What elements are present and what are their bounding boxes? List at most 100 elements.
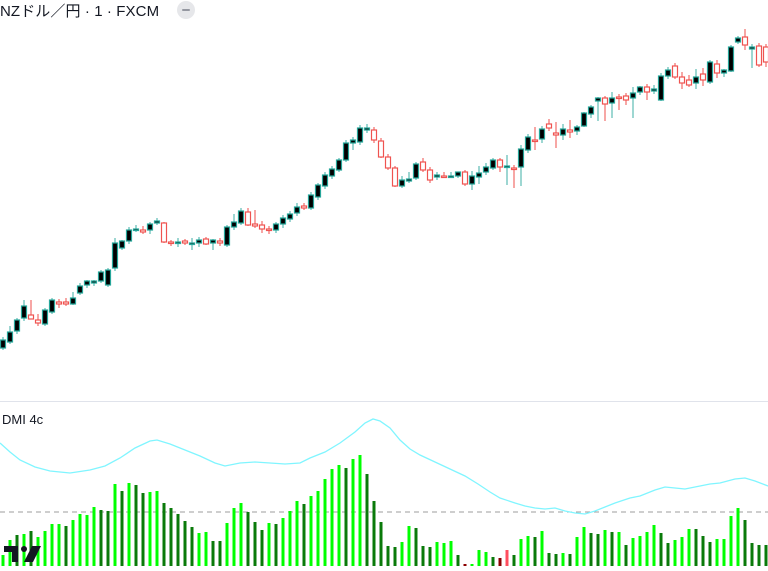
candle [55,299,63,308]
candle [622,93,630,105]
candle [223,225,231,247]
candle [475,166,483,184]
candle [363,124,371,133]
minus-circle-icon[interactable] [177,1,196,19]
candle [195,237,203,247]
candle [734,36,742,44]
candle [69,292,77,305]
candle [0,337,7,350]
candle [111,238,119,271]
candle [426,167,434,183]
candle [468,171,476,190]
candle [335,158,343,172]
candle [153,218,161,225]
candle [552,122,560,148]
candle [230,214,238,230]
candle [503,155,511,185]
candle [594,97,602,121]
candle [139,226,147,234]
candle [643,84,651,100]
candle [321,172,329,189]
candle [531,127,539,150]
candle [356,125,364,145]
candle [76,283,84,295]
candle [300,203,308,210]
candle [664,67,672,79]
candle [62,298,70,306]
pane-separator[interactable] [0,401,768,402]
candle [167,240,175,246]
indicator-pane[interactable] [0,402,768,571]
candle [34,314,42,326]
candle [461,170,469,186]
candle [692,69,700,89]
candle [713,60,721,78]
candlestick-series [0,29,768,350]
candle [706,60,714,84]
candle [748,44,756,68]
candle [727,45,735,72]
candle [545,119,553,131]
candle [202,237,210,245]
candle [209,239,217,250]
candle [265,226,273,234]
candle [132,225,140,232]
tradingview-logo-icon[interactable] [4,544,42,564]
candle [720,69,728,77]
candle [258,221,266,233]
candle [237,208,245,225]
candle [496,158,504,172]
candle [244,208,252,226]
candle [377,138,385,158]
candle [398,176,406,188]
candle [650,85,658,94]
candle [181,239,189,245]
candle [104,268,112,287]
candle [419,158,427,172]
candle [510,165,518,188]
candle [405,172,413,183]
candle [174,238,182,247]
candle [48,298,56,314]
candle [27,300,35,320]
candle [307,192,315,210]
candle [671,63,679,79]
indicator-label[interactable]: DMI 4c [2,412,44,427]
candle [524,134,532,153]
candle [454,171,462,178]
symbol-title[interactable]: NZドル／円 · 1 · FXCM [0,2,160,20]
candle [615,94,623,110]
candle [328,166,336,179]
candle [699,68,707,86]
candle [755,43,763,67]
candle [601,96,609,121]
candle [370,127,378,143]
candle [342,140,350,162]
candle [517,145,525,186]
candle [125,227,133,244]
candle [447,172,455,179]
candle [314,183,322,200]
candle [251,210,259,228]
candle [384,154,392,170]
candle [559,124,567,140]
candle [6,326,14,344]
candle [216,238,224,246]
candle [118,240,126,250]
candle [482,163,490,175]
candle [13,318,21,334]
series-legend: NZドル／円 · 1 · FXCM [0,0,196,20]
candle [566,120,574,138]
candle [83,280,91,288]
candle [580,112,588,127]
candle [538,126,546,143]
candle [657,73,665,101]
candle [573,125,581,135]
candle [286,211,294,222]
candle [685,75,693,87]
candle [272,222,280,233]
price-chart-pane[interactable] [0,0,768,401]
candle [188,238,196,250]
candle [20,300,28,321]
candle [391,166,399,187]
